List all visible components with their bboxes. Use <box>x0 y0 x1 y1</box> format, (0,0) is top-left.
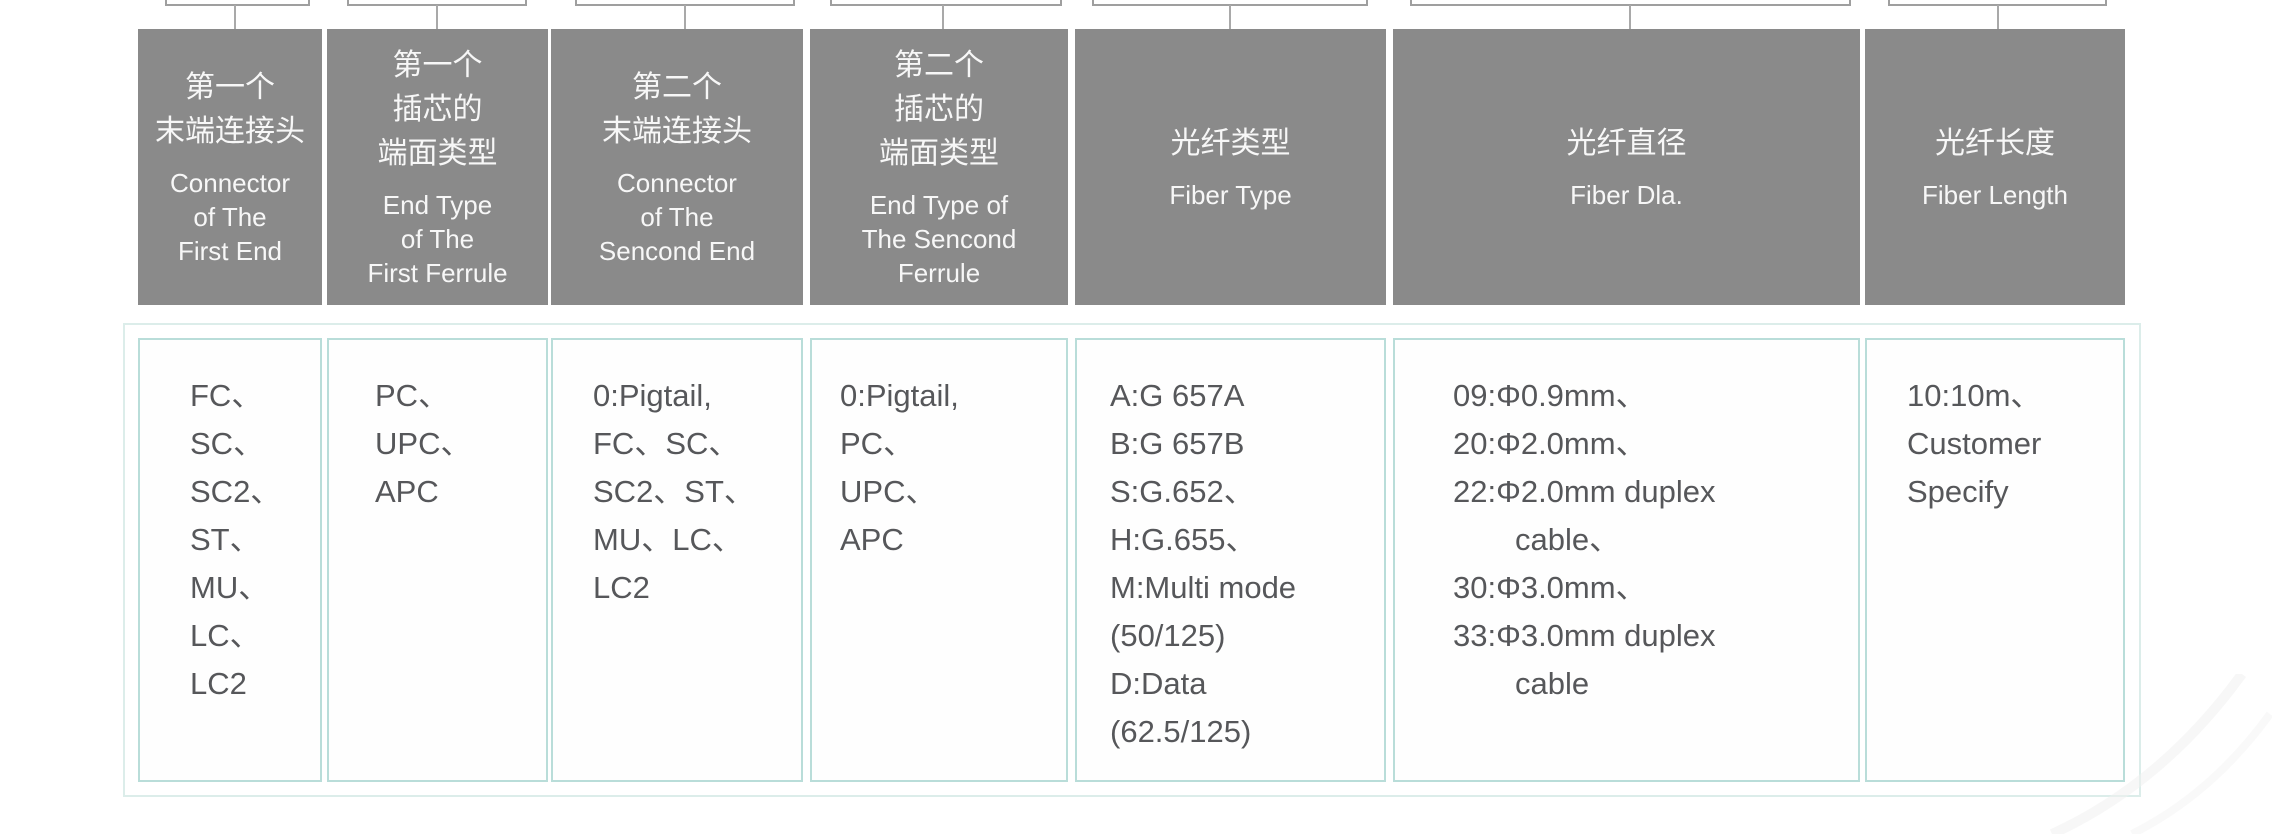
options-cell-fiber-type: A:G 657A B:G 657B S:G.652、 H:G.655、 M:Mu… <box>1075 338 1386 782</box>
header-en-label: End Type of The First Ferrule <box>367 190 508 288</box>
header-zh-label: 第二个 末端连接头 <box>602 71 752 148</box>
options-text: PC、 UPC、 APC <box>375 378 472 509</box>
header-en-label: End Type of The Sencond Ferrule <box>861 190 1017 288</box>
header-zh-label: 第二个 插芯的 端面类型 <box>879 49 999 170</box>
header-en-label: Fiber Dla. <box>1570 180 1683 210</box>
header-zh-label: 光纤直径 <box>1566 127 1687 160</box>
options-text: A:G 657A B:G 657B S:G.652、 H:G.655、 M:Mu… <box>1110 378 1297 749</box>
header-end-type-first-ferrule: 第一个 插芯的 端面类型 End Type of The First Ferru… <box>327 29 548 305</box>
header-zh-label: 第一个 末端连接头 <box>155 71 305 148</box>
options-text: 10:10m、 Customer Specify <box>1907 378 2042 509</box>
options-text: 0:Pigtail, PC、 UPC、 APC <box>840 378 959 557</box>
header-fiber-length: 光纤长度 Fiber Length <box>1865 29 2125 305</box>
header-fiber-type: 光纤类型 Fiber Type <box>1075 29 1386 305</box>
code-digit-box-4 <box>830 0 1062 6</box>
connector-line-1 <box>234 5 236 29</box>
header-zh-label: 光纤长度 <box>1935 127 2055 160</box>
connector-line-4 <box>942 5 944 29</box>
header-end-type-second-ferrule: 第二个 插芯的 端面类型 End Type of The Sencond Fer… <box>810 29 1068 305</box>
watermark <box>2049 674 2272 834</box>
connector-line-2 <box>436 5 438 29</box>
header-en-label: Connector of The Sencond End <box>598 168 756 266</box>
header-en-label: Fiber Length <box>1922 180 2068 210</box>
header-fiber-diameter: 光纤直径 Fiber Dla. <box>1393 29 1860 305</box>
options-text: 09:Φ0.9mm、 20:Φ2.0mm、 22:Φ2.0mm duplex c… <box>1453 378 1716 701</box>
code-digit-box-1 <box>165 0 310 6</box>
header-zh-label: 光纤类型 <box>1170 127 1291 160</box>
header-connector-first-end: 第一个 末端连接头 Connector of The First End <box>138 29 322 305</box>
options-text: FC、 SC、 SC2、 ST、 MU、 LC、 LC2 <box>190 378 282 701</box>
options-table-outline <box>123 323 2141 797</box>
connector-line-5 <box>1229 5 1231 29</box>
header-connector-second-end: 第二个 末端连接头 Connector of The Sencond End <box>551 29 803 305</box>
options-cell-connector-first-end: FC、 SC、 SC2、 ST、 MU、 LC、 LC2 <box>138 338 322 782</box>
options-cell-connector-second-end: 0:Pigtail, FC、SC、 SC2、ST、 MU、LC、 LC2 <box>551 338 803 782</box>
header-zh-label: 第一个 插芯的 端面类型 <box>377 49 498 170</box>
options-text: 0:Pigtail, FC、SC、 SC2、ST、 MU、LC、 LC2 <box>593 378 755 605</box>
options-cell-end-type-second-ferrule: 0:Pigtail, PC、 UPC、 APC <box>810 338 1068 782</box>
connector-line-3 <box>684 5 686 29</box>
connector-line-6 <box>1629 5 1631 29</box>
options-cell-fiber-diameter: 09:Φ0.9mm、 20:Φ2.0mm、 22:Φ2.0mm duplex c… <box>1393 338 1860 782</box>
header-en-label: Fiber Type <box>1169 180 1292 210</box>
header-en-label: Connector of The First End <box>170 168 290 266</box>
options-cell-end-type-first-ferrule: PC、 UPC、 APC <box>327 338 548 782</box>
connector-line-7 <box>1997 5 1999 29</box>
options-cell-fiber-length: 10:10m、 Customer Specify <box>1865 338 2125 782</box>
